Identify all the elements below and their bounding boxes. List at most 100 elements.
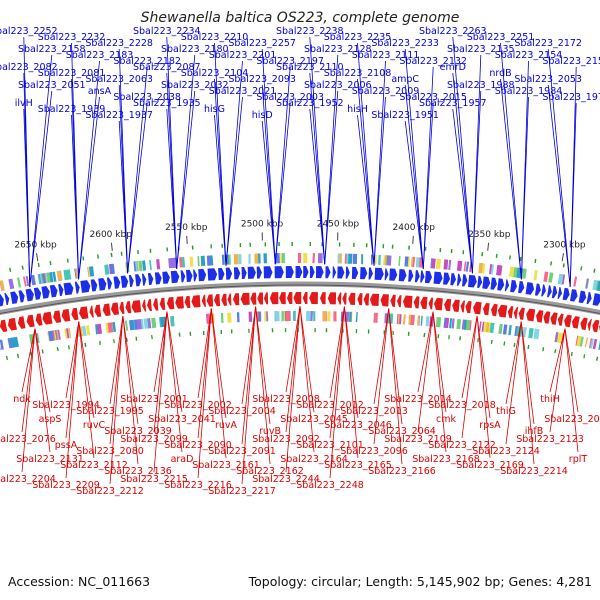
reverse-gene-label-26: Sbal223_2076 (0, 434, 56, 445)
reverse-leader-line-20 (344, 306, 359, 419)
reverse-gene-arrow-12 (94, 304, 102, 318)
reverse-leader-line-58 (285, 305, 301, 473)
reverse-gene-arrow-2 (7, 317, 17, 331)
reverse-gene-arrow-5 (35, 313, 43, 326)
reverse-leader-line-51 (564, 328, 579, 453)
scale-tick-label-7: 2650 kbp (14, 240, 57, 250)
forward-gene-label-54: Sbal223_1952 (276, 98, 344, 109)
scale-tick-6 (110, 242, 113, 251)
reverse-gene-label-18: ruvB (259, 426, 281, 437)
forward-gene-label-40: Sbal223_2021 (209, 86, 277, 97)
forward-gene-label-8: Sbal223_2233 (371, 38, 439, 49)
forward-gene-arrow-4 (10, 291, 19, 305)
reverse-gene-arrow-27 (206, 294, 214, 307)
forward-leader-line-11 (547, 48, 571, 287)
reverse-gene-label-32: Sbal223_2092 (252, 434, 320, 445)
reverse-gene-arrow-16 (125, 301, 132, 314)
forward-gene-label-18: Sbal223_2128 (304, 44, 372, 55)
forward-leader-line-50 (118, 120, 128, 274)
forward-gene-arrow-22 (147, 272, 154, 286)
reverse-gene-arrow-9 (71, 307, 79, 321)
forward-gene-arrow-44 (325, 266, 331, 279)
reverse-gene-arrow-73 (557, 313, 564, 326)
forward-gene-arrow-16 (106, 277, 113, 290)
forward-leader-line-57 (452, 108, 473, 274)
forward-gene-arrow-21 (141, 273, 147, 286)
forward-gene-arrow-59 (433, 271, 443, 285)
forward-gene-arrow-30 (207, 268, 218, 281)
reverse-gene-arrow-37 (279, 292, 286, 305)
forward-gene-label-7: Sbal223_2235 (324, 32, 392, 43)
reverse-gene-arrow-61 (465, 300, 472, 314)
reverse-feature-block-136 (47, 330, 54, 342)
forward-leader-line-32 (404, 84, 424, 269)
forward-gene-label-44: Sbal223_2015 (399, 92, 467, 103)
forward-gene-arrow-63 (461, 274, 468, 287)
forward-gene-label-30: Sbal223_2110 (276, 62, 344, 73)
reverse-leader-line-10 (461, 315, 478, 399)
reverse-leader-line-50 (520, 321, 535, 465)
reverse-gene-arrow-21 (159, 297, 166, 310)
reverse-gene-arrow-52 (397, 295, 402, 308)
reverse-leader-line-29 (153, 311, 168, 433)
forward-gene-label-46: Sbal223_1984 (495, 86, 563, 97)
forward-gene-label-55: hisH (347, 104, 368, 115)
forward-leader-line-53 (261, 120, 276, 265)
reverse-leader-line-55 (153, 311, 168, 473)
forward-gene-label-41: Sbal223_2003 (256, 92, 324, 103)
label-leader-group (21, 36, 579, 485)
reverse-gene-label-6: Sbal223_2008 (252, 394, 320, 405)
reverse-leader-line-32 (285, 305, 301, 433)
reverse-gene-label-41: Sbal223_2136 (104, 466, 172, 477)
forward-gene-label-24: Sbal223_2082 (0, 62, 58, 73)
scale-tick-label-0: 2300 kbp (543, 240, 586, 250)
forward-gene-label-32: ampC (391, 74, 419, 85)
forward-leader-line-40 (225, 96, 243, 266)
forward-gene-arrow-9 (49, 284, 58, 298)
reverse-gene-arrow-32 (240, 292, 250, 306)
forward-gene-label-15: Sbal223_2180 (161, 44, 229, 55)
forward-leader-line-33 (452, 72, 473, 274)
reverse-leader-line-13 (34, 328, 51, 413)
reverse-gene-arrow-56 (428, 297, 434, 310)
forward-gene-arrow-35 (247, 266, 256, 279)
forward-gene-arrow-46 (337, 266, 345, 279)
forward-gene-arrow-24 (162, 271, 170, 284)
reverse-gene-arrow-50 (380, 294, 389, 307)
reverse-leader-line-54 (109, 315, 124, 485)
reverse-gene-label-9: Sbal223_2014 (384, 394, 452, 405)
reverse-feature-block-130 (96, 323, 103, 335)
forward-gene-label-10: Sbal223_2251 (467, 32, 535, 43)
forward-gene-label-35: Sbal223_2053 (514, 74, 582, 85)
backbone-edge (0, 284, 600, 315)
reverse-leader-line-2 (109, 315, 124, 405)
forward-leader-line-8 (404, 48, 424, 269)
forward-gene-arrow-29 (198, 268, 207, 282)
reverse-leader-line-26 (21, 328, 36, 433)
forward-gene-arrow-79 (569, 289, 578, 302)
reverse-leader-line-5 (241, 306, 256, 405)
forward-gene-arrow-28 (193, 269, 198, 282)
forward-gene-arrow-73 (534, 283, 541, 296)
forward-leader-line-36 (29, 90, 53, 287)
reverse-leader-line-7 (329, 306, 345, 399)
reverse-gene-arrow-11 (89, 305, 94, 318)
reverse-feature-block-98 (533, 328, 539, 340)
forward-gene-label-26: Sbal223_2063 (85, 74, 153, 85)
forward-gene-arrow-38 (274, 266, 284, 279)
reverse-gene-label-14: ruvC (83, 420, 106, 431)
forward-gene-arrow-75 (547, 285, 552, 298)
forward-gene-arrow-11 (63, 282, 74, 296)
forward-feature-block-132 (56, 270, 63, 282)
forward-gene-arrow-57 (420, 270, 425, 283)
reverse-gene-label-13: aspS (39, 414, 62, 425)
reverse-leader-line-39 (34, 328, 51, 453)
reverse-gene-label-33: Sbal223_2101 (296, 440, 364, 451)
forward-feature-block-80 (596, 280, 600, 292)
reverse-feature-block-28 (522, 326, 527, 338)
reverse-leader-line-45 (299, 305, 315, 453)
reverse-gene-label-19: Sbal223_2045 (280, 414, 348, 425)
reverse-leader-line-21 (388, 308, 403, 425)
reverse-gene-arrow-64 (490, 303, 498, 317)
forward-gene-label-53: hisD (252, 110, 273, 121)
